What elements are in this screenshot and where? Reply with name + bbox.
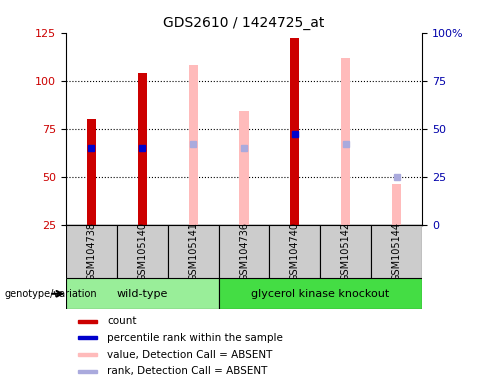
Bar bbox=[79, 353, 97, 356]
Text: GSM104740: GSM104740 bbox=[290, 222, 300, 281]
Bar bbox=[66, 225, 117, 278]
Text: percentile rank within the sample: percentile rank within the sample bbox=[107, 333, 283, 343]
Bar bbox=[87, 119, 96, 225]
Bar bbox=[341, 58, 350, 225]
Bar bbox=[240, 111, 248, 225]
Text: rank, Detection Call = ABSENT: rank, Detection Call = ABSENT bbox=[107, 366, 268, 376]
Bar bbox=[66, 278, 219, 309]
Text: GSM105140: GSM105140 bbox=[137, 222, 147, 281]
Bar bbox=[392, 184, 401, 225]
Bar bbox=[219, 278, 422, 309]
Bar bbox=[168, 225, 219, 278]
Text: wild-type: wild-type bbox=[117, 289, 168, 299]
Bar bbox=[79, 370, 97, 373]
Text: GSM104738: GSM104738 bbox=[86, 222, 96, 281]
Text: GSM104736: GSM104736 bbox=[239, 222, 249, 281]
Text: GSM105141: GSM105141 bbox=[188, 222, 198, 281]
Bar bbox=[138, 73, 147, 225]
Bar bbox=[79, 336, 97, 339]
Bar bbox=[269, 225, 320, 278]
Bar bbox=[320, 225, 371, 278]
Bar bbox=[117, 225, 168, 278]
Bar bbox=[371, 225, 422, 278]
Text: glycerol kinase knockout: glycerol kinase knockout bbox=[251, 289, 389, 299]
Text: value, Detection Call = ABSENT: value, Detection Call = ABSENT bbox=[107, 349, 273, 360]
Bar bbox=[79, 319, 97, 323]
Text: GSM105144: GSM105144 bbox=[392, 222, 402, 281]
Bar bbox=[290, 38, 300, 225]
Bar bbox=[219, 225, 269, 278]
Text: GSM105142: GSM105142 bbox=[341, 222, 351, 281]
Text: count: count bbox=[107, 316, 137, 326]
Bar bbox=[188, 65, 198, 225]
Title: GDS2610 / 1424725_at: GDS2610 / 1424725_at bbox=[163, 16, 325, 30]
Text: genotype/variation: genotype/variation bbox=[5, 289, 98, 299]
